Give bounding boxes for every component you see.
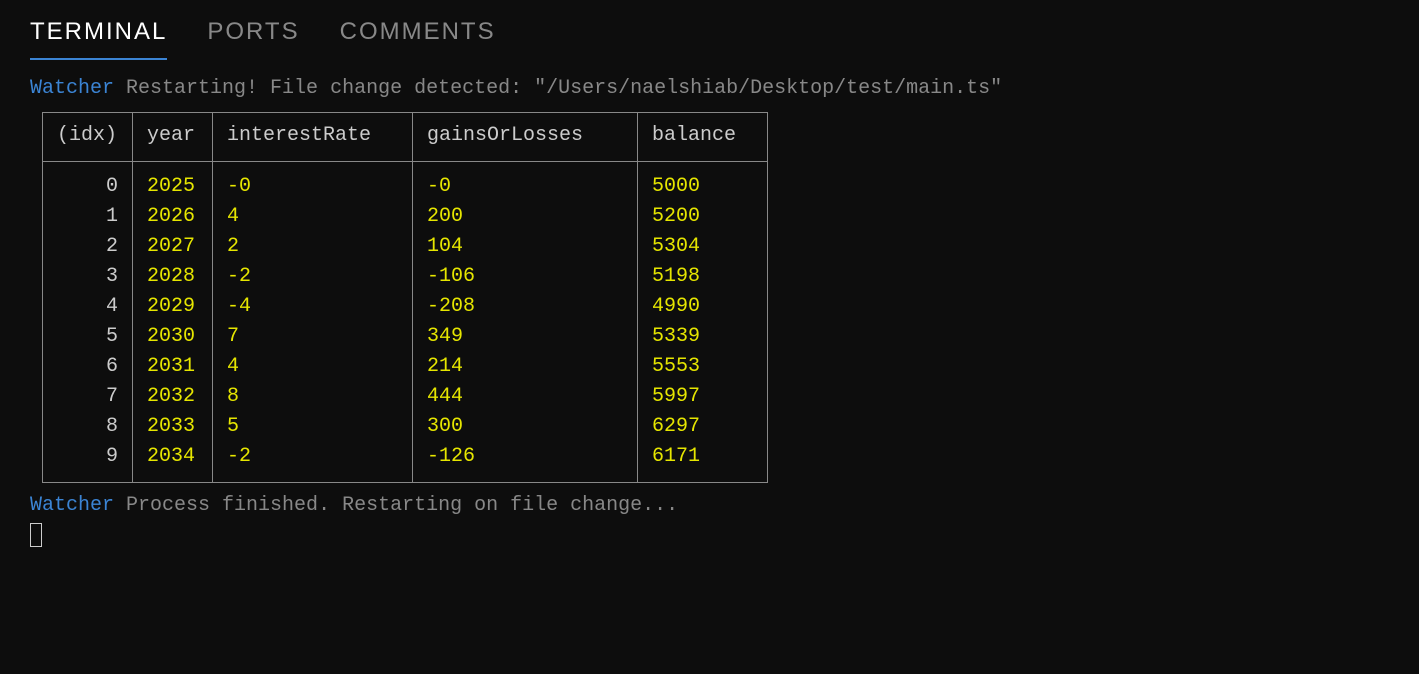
tab-terminal[interactable]: TERMINAL [30, 18, 167, 60]
cell-balance: 5339 [638, 322, 768, 352]
cell-year: 2027 [133, 232, 213, 262]
watcher-restart-line: Watcher Restarting! File change detected… [30, 74, 1389, 104]
cell-interestrate: 7 [213, 322, 413, 352]
table-row: 42029-4-2084990 [43, 292, 768, 322]
cursor-line [30, 521, 1389, 551]
cell-balance: 6297 [638, 412, 768, 442]
cell-interestrate: -4 [213, 292, 413, 322]
table-row: 1202642005200 [43, 202, 768, 232]
output-table: (idx) year interestRate gainsOrLosses ba… [42, 112, 768, 483]
cell-idx: 3 [43, 262, 133, 292]
cell-interestrate: 4 [213, 202, 413, 232]
cell-gainsorlosses: -106 [413, 262, 638, 292]
terminal-output[interactable]: Watcher Restarting! File change detected… [0, 60, 1419, 551]
cell-interestrate: 8 [213, 382, 413, 412]
watcher-label: Watcher [30, 77, 114, 100]
cell-gainsorlosses: -126 [413, 442, 638, 483]
cell-interestrate: -2 [213, 442, 413, 483]
cell-balance: 6171 [638, 442, 768, 483]
cell-idx: 6 [43, 352, 133, 382]
table-row: 7203284445997 [43, 382, 768, 412]
cell-gainsorlosses: 214 [413, 352, 638, 382]
output-table-wrapper: (idx) year interestRate gainsOrLosses ba… [30, 112, 1389, 483]
table-header-row: (idx) year interestRate gainsOrLosses ba… [43, 113, 768, 162]
cell-gainsorlosses: 444 [413, 382, 638, 412]
col-header-gainsorlosses: gainsOrLosses [413, 113, 638, 162]
cell-idx: 7 [43, 382, 133, 412]
cell-idx: 9 [43, 442, 133, 483]
cell-year: 2031 [133, 352, 213, 382]
cell-idx: 4 [43, 292, 133, 322]
cell-interestrate: 5 [213, 412, 413, 442]
table-row: 32028-2-1065198 [43, 262, 768, 292]
cell-idx: 1 [43, 202, 133, 232]
col-header-idx: (idx) [43, 113, 133, 162]
table-row: 02025-0-05000 [43, 162, 768, 203]
restart-message: Restarting! File change detected: "/User… [126, 77, 1002, 100]
cell-gainsorlosses: -0 [413, 162, 638, 203]
cell-year: 2034 [133, 442, 213, 483]
panel-tabs: TERMINAL PORTS COMMENTS [0, 0, 1419, 60]
col-header-balance: balance [638, 113, 768, 162]
cell-interestrate: -0 [213, 162, 413, 203]
col-header-year: year [133, 113, 213, 162]
cell-interestrate: -2 [213, 262, 413, 292]
cell-idx: 5 [43, 322, 133, 352]
cell-gainsorlosses: 349 [413, 322, 638, 352]
finished-message: Process finished. Restarting on file cha… [126, 494, 678, 517]
tab-ports[interactable]: PORTS [207, 18, 299, 58]
col-header-interestrate: interestRate [213, 113, 413, 162]
cell-gainsorlosses: 104 [413, 232, 638, 262]
table-row: 5203073495339 [43, 322, 768, 352]
cell-interestrate: 4 [213, 352, 413, 382]
cell-year: 2033 [133, 412, 213, 442]
cell-idx: 0 [43, 162, 133, 203]
cell-balance: 5000 [638, 162, 768, 203]
cell-balance: 4990 [638, 292, 768, 322]
table-row: 8203353006297 [43, 412, 768, 442]
cell-gainsorlosses: 200 [413, 202, 638, 232]
cell-year: 2029 [133, 292, 213, 322]
cell-balance: 5200 [638, 202, 768, 232]
table-row: 6203142145553 [43, 352, 768, 382]
table-row: 2202721045304 [43, 232, 768, 262]
watcher-finished-line: Watcher Process finished. Restarting on … [30, 491, 1389, 521]
cell-idx: 8 [43, 412, 133, 442]
cell-interestrate: 2 [213, 232, 413, 262]
cell-year: 2032 [133, 382, 213, 412]
table-row: 92034-2-1266171 [43, 442, 768, 483]
watcher-label: Watcher [30, 494, 114, 517]
cell-year: 2030 [133, 322, 213, 352]
cell-balance: 5997 [638, 382, 768, 412]
cursor-icon [30, 523, 42, 547]
cell-gainsorlosses: -208 [413, 292, 638, 322]
cell-year: 2026 [133, 202, 213, 232]
cell-year: 2028 [133, 262, 213, 292]
cell-gainsorlosses: 300 [413, 412, 638, 442]
cell-balance: 5553 [638, 352, 768, 382]
cell-year: 2025 [133, 162, 213, 203]
cell-balance: 5198 [638, 262, 768, 292]
cell-balance: 5304 [638, 232, 768, 262]
cell-idx: 2 [43, 232, 133, 262]
tab-comments[interactable]: COMMENTS [340, 18, 496, 58]
